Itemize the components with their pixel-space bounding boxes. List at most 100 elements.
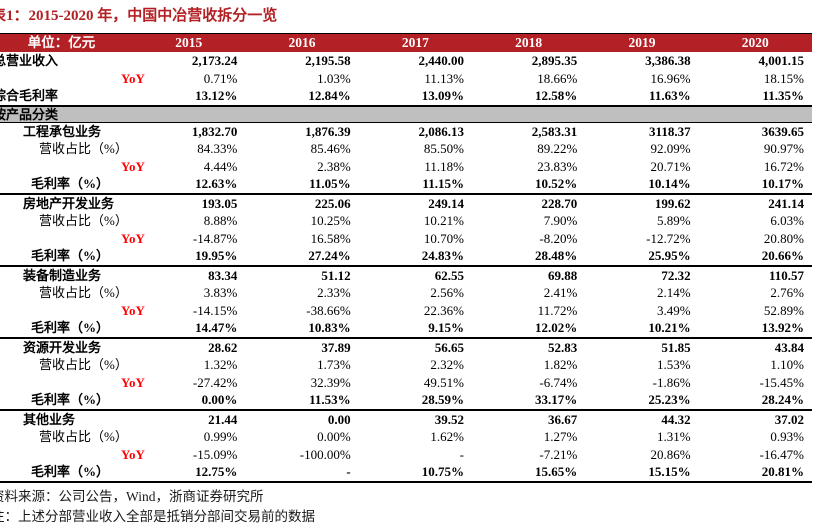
cell-value: 2.38% <box>317 158 351 174</box>
cell-value: 10.75% <box>358 463 472 483</box>
table-row: 营收占比（%） 1.32% 1.73% 2.32% 1.82% 1.53% 1.10% <box>0 356 812 374</box>
cell-value: 18.15% <box>763 70 804 86</box>
row-label: 毛利率（%） <box>0 319 133 339</box>
row-label: 营收占比（%） <box>39 357 128 372</box>
table-row: 毛利率（%） 19.95% 27.24% 24.83% 28.48% 25.95% 20.6… <box>0 247 812 267</box>
row-label: YoY <box>121 446 145 462</box>
cell-value: 11.05% <box>245 175 359 195</box>
cell-value: 2.32% <box>430 357 464 372</box>
year-header-2020: 2020 <box>698 33 812 52</box>
row-label: 综合毛利率 <box>0 87 133 107</box>
cell-value: -7.21% <box>539 446 578 462</box>
cell-value: 72.32 <box>661 267 691 283</box>
cell-value: 20.71% <box>650 158 691 174</box>
cell-value: 20.66% <box>698 247 812 267</box>
cell-value: 13.09% <box>358 87 472 107</box>
table-row: 营收占比（%） 84.33% 85.46% 85.50% 89.22% 92.09% 90.… <box>0 140 812 158</box>
cell-value: 39.52 <box>434 411 464 427</box>
cell-value: 20.86% <box>650 446 691 462</box>
cell-value: 51.12 <box>321 267 351 283</box>
cell-value: 24.83% <box>358 247 472 267</box>
year-header-2018: 2018 <box>471 33 586 52</box>
cell-value: 225.06 <box>314 195 351 211</box>
row-label: 营收占比（%） <box>39 141 128 156</box>
table-row: 综合毛利率13.12%12.84%13.09%12.58%11.63%11.35… <box>0 87 812 107</box>
cell-value: 11.72% <box>537 302 578 318</box>
cell-value: -8.20% <box>539 230 578 246</box>
cell-value: 4.44% <box>203 158 238 174</box>
cell-value: 84.33% <box>197 141 238 156</box>
cell-value: 1,876.39 <box>305 123 351 139</box>
table-row: 资源开发业务 28.62 37.89 56.65 52.83 51.85 43.84 <box>0 338 812 357</box>
cell-value: -14.15% <box>192 302 238 318</box>
cell-value: 11.15% <box>358 175 472 195</box>
cell-value: 43.84 <box>774 339 804 355</box>
cell-value: 11.18% <box>424 158 464 174</box>
cell-value: 51.85 <box>661 339 691 355</box>
cell-value: 28.24% <box>698 391 812 411</box>
table-footer: 资料来源：公司公告，Wind，浙商证券研究所 注：上述分部营业收入全部是抵销分部… <box>0 487 832 527</box>
table-row: 毛利率（%） 0.00% 11.53% 28.59% 33.17% 25.23% 28.24… <box>0 391 812 411</box>
table-header-row: 单位：亿元 2015 2016 2017 2018 2019 2020 <box>0 33 812 52</box>
cell-value: 6.03% <box>770 213 804 228</box>
cell-value: 1.27% <box>543 429 578 444</box>
cell-value: 2,173.24 <box>191 53 238 68</box>
cell-value: 44.32 <box>661 411 691 427</box>
table-row: 工程承包业务 1,832.70 1,876.39 2,086.13 2,583.31 31… <box>0 122 812 140</box>
row-label: 毛利率（%） <box>0 175 133 195</box>
cell-value: 13.12% <box>132 87 246 107</box>
cell-value: 241.14 <box>768 195 804 211</box>
cell-value: 12.75% <box>132 463 246 483</box>
cell-value: 0.99% <box>203 429 238 444</box>
cell-value: 0.00% <box>317 429 351 444</box>
row-label: 毛利率（%） <box>0 463 133 483</box>
row-label: 营收占比（%） <box>39 213 128 228</box>
cell-value: 69.88 <box>548 267 578 283</box>
cell-value: 3.49% <box>657 302 691 318</box>
cell-value: 28.62 <box>208 339 238 355</box>
cell-value: 1.10% <box>770 357 804 372</box>
cell-value: 11.63% <box>585 87 699 107</box>
cell-value: 8.88% <box>203 213 238 228</box>
cell-value: 2.56% <box>430 285 464 300</box>
cell-value: 32.39% <box>310 374 351 390</box>
cell-value: 1.03% <box>317 70 351 86</box>
cell-value: 20.81% <box>698 463 812 483</box>
unit-label: 单位：亿元 <box>0 33 133 52</box>
year-header-2019: 2019 <box>585 33 699 52</box>
table-row: YoY -27.42% 32.39% 49.51% -6.74% -1.86% -15.45… <box>0 374 812 392</box>
cell-value: 21.44 <box>208 411 238 427</box>
row-label: 资源开发业务 <box>23 339 102 355</box>
cell-value: 28.48% <box>471 247 586 267</box>
row-label: YoY <box>121 374 145 390</box>
table-row: 营收占比（%） 8.88% 10.25% 10.21% 7.90% 5.89% 6.03% <box>0 212 812 230</box>
cell-value: 10.21% <box>423 213 464 228</box>
row-label: 毛利率（%） <box>0 391 133 411</box>
table-row: 装备制造业务 83.34 51.12 62.55 69.88 72.32 110.57 <box>0 266 812 285</box>
cell-value: 193.05 <box>201 195 238 211</box>
cell-value: 10.21% <box>585 319 699 339</box>
table-row: 总营业收入 2,173.24 2,195.58 2,440.00 2,895.35 3,3… <box>0 52 812 70</box>
cell-value: 49.51% <box>423 374 464 390</box>
year-header-2017: 2017 <box>358 33 472 52</box>
table-row: 毛利率（%） 12.63% 11.05% 11.15% 10.52% 10.14% 10.1… <box>0 175 812 195</box>
cell-value: 10.70% <box>423 230 464 246</box>
cell-value: 52.83 <box>548 339 578 355</box>
row-label: 其他业务 <box>23 411 76 427</box>
data-note: 注：上述分部营业收入全部是抵销分部间交易前的数据 <box>0 508 315 524</box>
cell-value: 1.82% <box>543 357 578 372</box>
table-row: 营收占比（%） 0.99% 0.00% 1.62% 1.27% 1.31% 0.93% <box>0 428 812 446</box>
cell-value: 56.65 <box>434 339 464 355</box>
cell-value: 2.33% <box>317 285 351 300</box>
cell-value: -38.66% <box>306 302 351 318</box>
cell-value: -15.45% <box>759 374 804 390</box>
cell-value: 12.58% <box>471 87 586 107</box>
cell-value: - <box>459 446 464 462</box>
cell-value: 1.31% <box>657 429 691 444</box>
cell-value: 11.35% <box>698 87 812 107</box>
row-label: YoY <box>121 70 145 86</box>
cell-value: 1.62% <box>430 429 464 444</box>
cell-value: 2.41% <box>543 285 578 300</box>
cell-value: 22.36% <box>423 302 464 318</box>
row-label: 装备制造业务 <box>23 267 102 283</box>
